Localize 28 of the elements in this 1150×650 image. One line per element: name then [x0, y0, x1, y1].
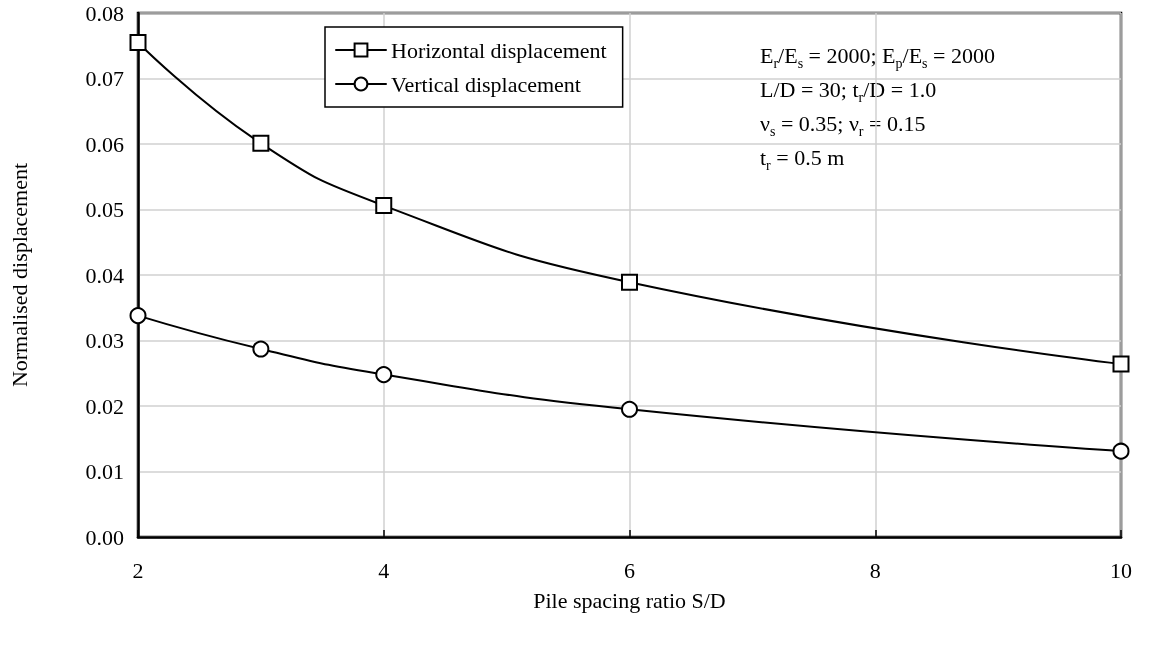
y-tick-label: 0.01 [85, 459, 124, 484]
x-tick-label: 8 [869, 557, 881, 583]
point [252, 340, 270, 358]
legend-label: Horizontal displacement [391, 37, 607, 63]
y-tick-label: 0.02 [85, 393, 124, 419]
point [252, 134, 270, 152]
point [129, 33, 147, 51]
point [129, 307, 147, 325]
point [375, 197, 393, 215]
x-tick-label: 10 [1110, 557, 1132, 583]
point [1112, 442, 1130, 460]
point [375, 366, 393, 384]
y-tick-label: 0.03 [85, 328, 124, 353]
y-tick-label: 0.06 [85, 131, 124, 157]
y-tick-label: 0.05 [85, 197, 124, 222]
x-tick-label: 6 [624, 557, 635, 583]
y-tick-label: 0.04 [85, 262, 124, 288]
y-tick-label: 0.00 [85, 524, 124, 550]
point [621, 273, 638, 291]
y-axis-title: Normalised displacement [6, 162, 32, 388]
point [621, 400, 638, 418]
x-axis-title: Pile spacing ratio S/D [533, 587, 726, 613]
y-tick-label: 0.07 [85, 66, 124, 91]
x-tick-label: 4 [378, 557, 390, 583]
x-tick-label: 2 [132, 557, 144, 583]
legend-label: Vertical displacement [391, 71, 581, 97]
y-tick-label: 0.08 [85, 0, 124, 26]
point [1112, 355, 1130, 373]
